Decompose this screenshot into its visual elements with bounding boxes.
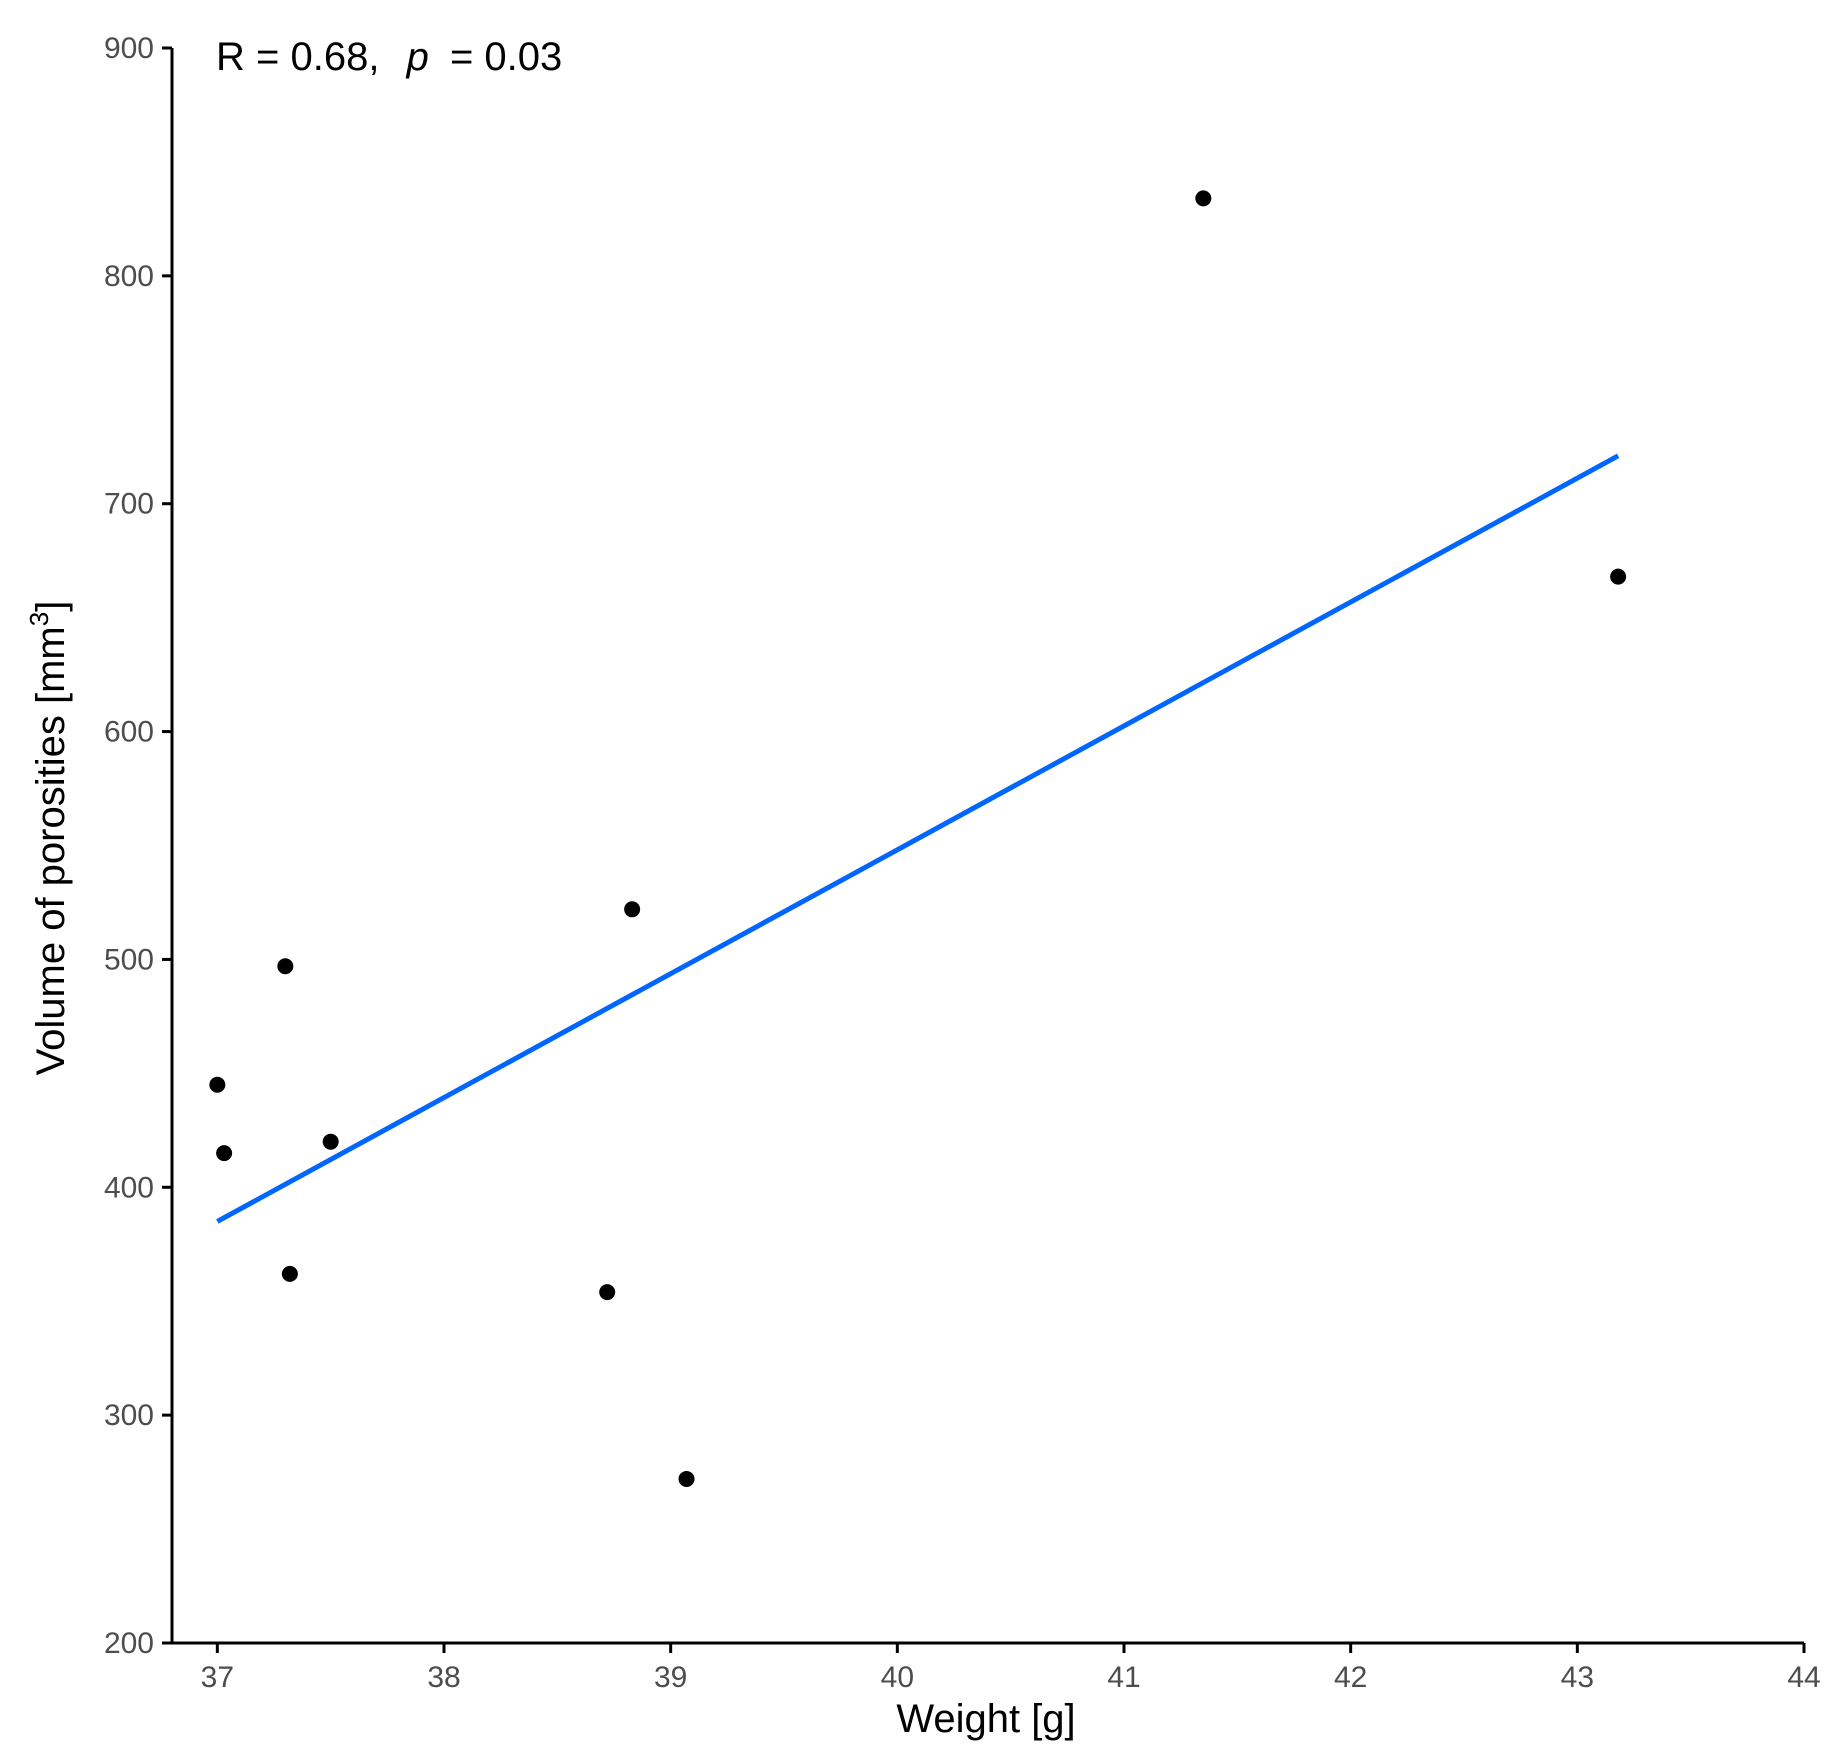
r-value-text: R = 0.68, [216,35,379,79]
y-axis-title-text: Volume of porosities [mm [29,626,73,1075]
x-tick-label: 41 [1107,1661,1140,1694]
y-tick-label: 300 [104,1399,154,1432]
y-tick-label: 900 [104,32,154,65]
x-tick-label: 40 [881,1661,914,1694]
regression-line [216,453,1620,1224]
data-point [678,1470,695,1487]
correlation-annotation: R = 0.68, p = 0.03 [216,35,562,79]
data-point [624,901,641,918]
y-tick-label: 400 [104,1171,154,1204]
x-tick-label: 37 [201,1661,234,1694]
data-point [216,1145,233,1162]
x-tick-label: 39 [654,1661,687,1694]
y-axis-title-superscript: 3 [24,612,54,626]
axes [170,48,1804,1645]
ticks: 200 300 400 500 600 700 800 900 37 38 39 40 41 42 43 44 [104,32,1821,1694]
y-tick-label: 700 [104,488,154,521]
data-point [1195,190,1212,207]
p-symbol: p [406,35,429,79]
y-tick-label: 200 [104,1627,154,1660]
data-point [281,1265,298,1282]
y-axis-title: Volume of porosities [mm3] [24,601,73,1076]
data-points [209,190,1627,1487]
data-point [277,958,294,975]
x-tick-label: 43 [1561,1661,1594,1694]
fit-line-layer [216,453,1620,1224]
data-point [322,1133,339,1150]
data-point [209,1076,226,1093]
x-tick-label: 38 [427,1661,460,1694]
p-value-text: = 0.03 [450,35,562,79]
y-tick-label: 800 [104,260,154,293]
y-tick-label: 600 [104,716,154,749]
x-tick-label: 42 [1334,1661,1367,1694]
y-tick-label: 500 [104,943,154,976]
data-point [1610,568,1627,585]
x-tick-label: 44 [1787,1661,1820,1694]
y-axis-title-suffix: ] [29,601,73,612]
x-axis-title: Weight [g] [896,1697,1075,1741]
data-point [599,1284,616,1301]
